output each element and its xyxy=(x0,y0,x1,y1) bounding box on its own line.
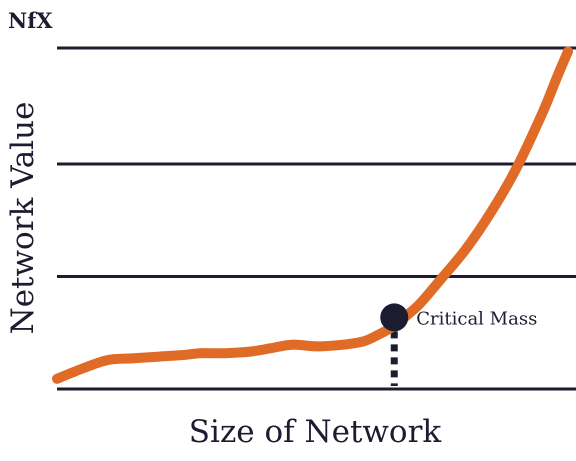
x-axis-label: Size of Network xyxy=(189,414,442,450)
critical-mass-label: Critical Mass xyxy=(416,308,537,329)
network-value-curve xyxy=(52,46,573,384)
y-axis-label: Network Value xyxy=(5,102,41,335)
gridlines xyxy=(57,46,576,391)
nfx-logo: NfX xyxy=(8,8,53,33)
critical-mass-point xyxy=(380,303,409,332)
